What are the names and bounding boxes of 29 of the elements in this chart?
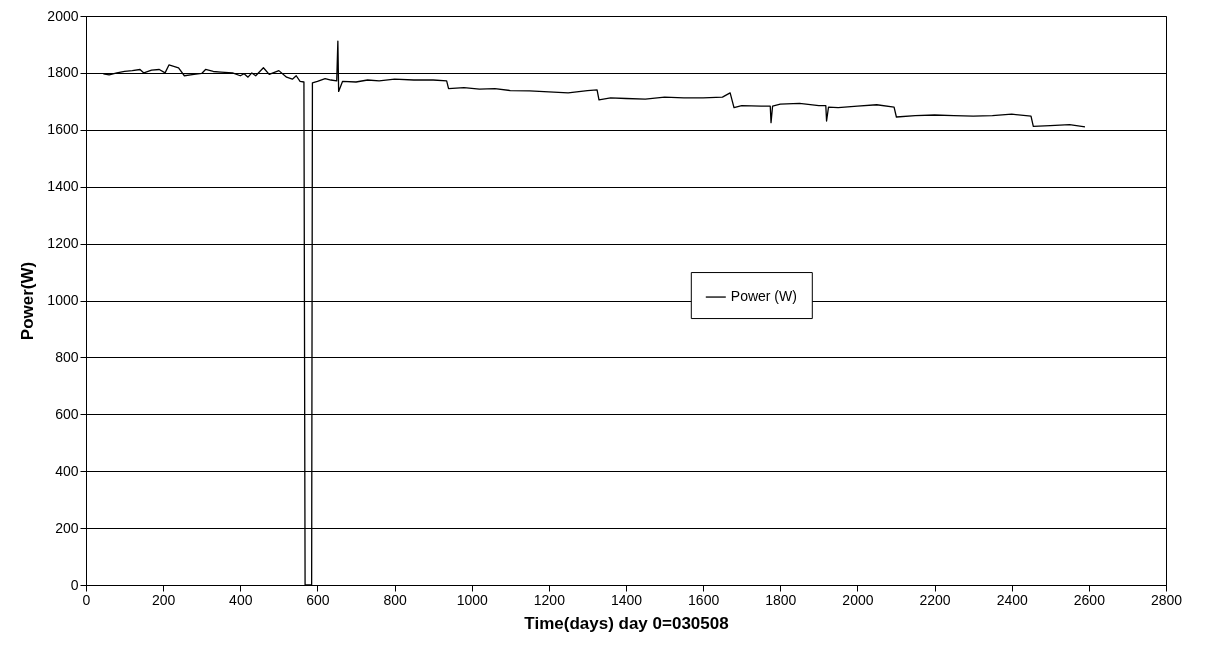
x-tick-label: 1200 bbox=[533, 591, 566, 608]
legend-label: Power (W) bbox=[730, 288, 797, 305]
x-tick-label: 1400 bbox=[610, 591, 643, 608]
x-tick-label: 2800 bbox=[1150, 591, 1183, 608]
x-axis-title: Time(days) day 0=030508 bbox=[524, 613, 729, 633]
x-tick-label: 2400 bbox=[996, 591, 1028, 608]
x-tick-label: 1000 bbox=[456, 591, 488, 608]
y-tick-label: 2000 bbox=[47, 7, 79, 24]
y-tick-label: 1400 bbox=[47, 178, 79, 195]
y-axis-title: Power(W) bbox=[18, 261, 38, 341]
x-tick-label: 200 bbox=[151, 591, 176, 608]
y-tick-label: 1600 bbox=[47, 121, 79, 138]
x-tick-label: 2600 bbox=[1073, 591, 1106, 608]
x-tick-label: 2000 bbox=[842, 591, 874, 608]
x-tick-label: 2200 bbox=[919, 591, 951, 608]
x-tick-label: 600 bbox=[306, 591, 330, 608]
y-tick-label: 800 bbox=[55, 348, 79, 365]
y-tick-label: 1000 bbox=[47, 292, 79, 308]
y-tick-label: 0 bbox=[70, 576, 79, 593]
y-tick-label: 400 bbox=[55, 462, 79, 479]
x-tick-label: 400 bbox=[229, 591, 253, 608]
x-tick-label: 1600 bbox=[688, 591, 720, 608]
y-tick-label: 600 bbox=[55, 405, 79, 422]
y-tick-label: 1200 bbox=[47, 235, 79, 252]
x-tick-label: 1800 bbox=[765, 591, 797, 608]
x-tick-label: 800 bbox=[383, 591, 407, 608]
y-tick-label: 1800 bbox=[47, 64, 79, 81]
x-tick-label: 0 bbox=[82, 591, 91, 608]
y-tick-label: 200 bbox=[55, 519, 79, 536]
